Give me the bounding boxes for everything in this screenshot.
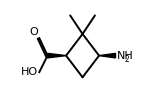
Text: 2: 2 <box>125 55 130 64</box>
Text: O: O <box>29 27 38 37</box>
Polygon shape <box>47 53 66 58</box>
Text: NH: NH <box>117 51 133 61</box>
Text: HO: HO <box>21 67 38 77</box>
Polygon shape <box>99 53 116 58</box>
